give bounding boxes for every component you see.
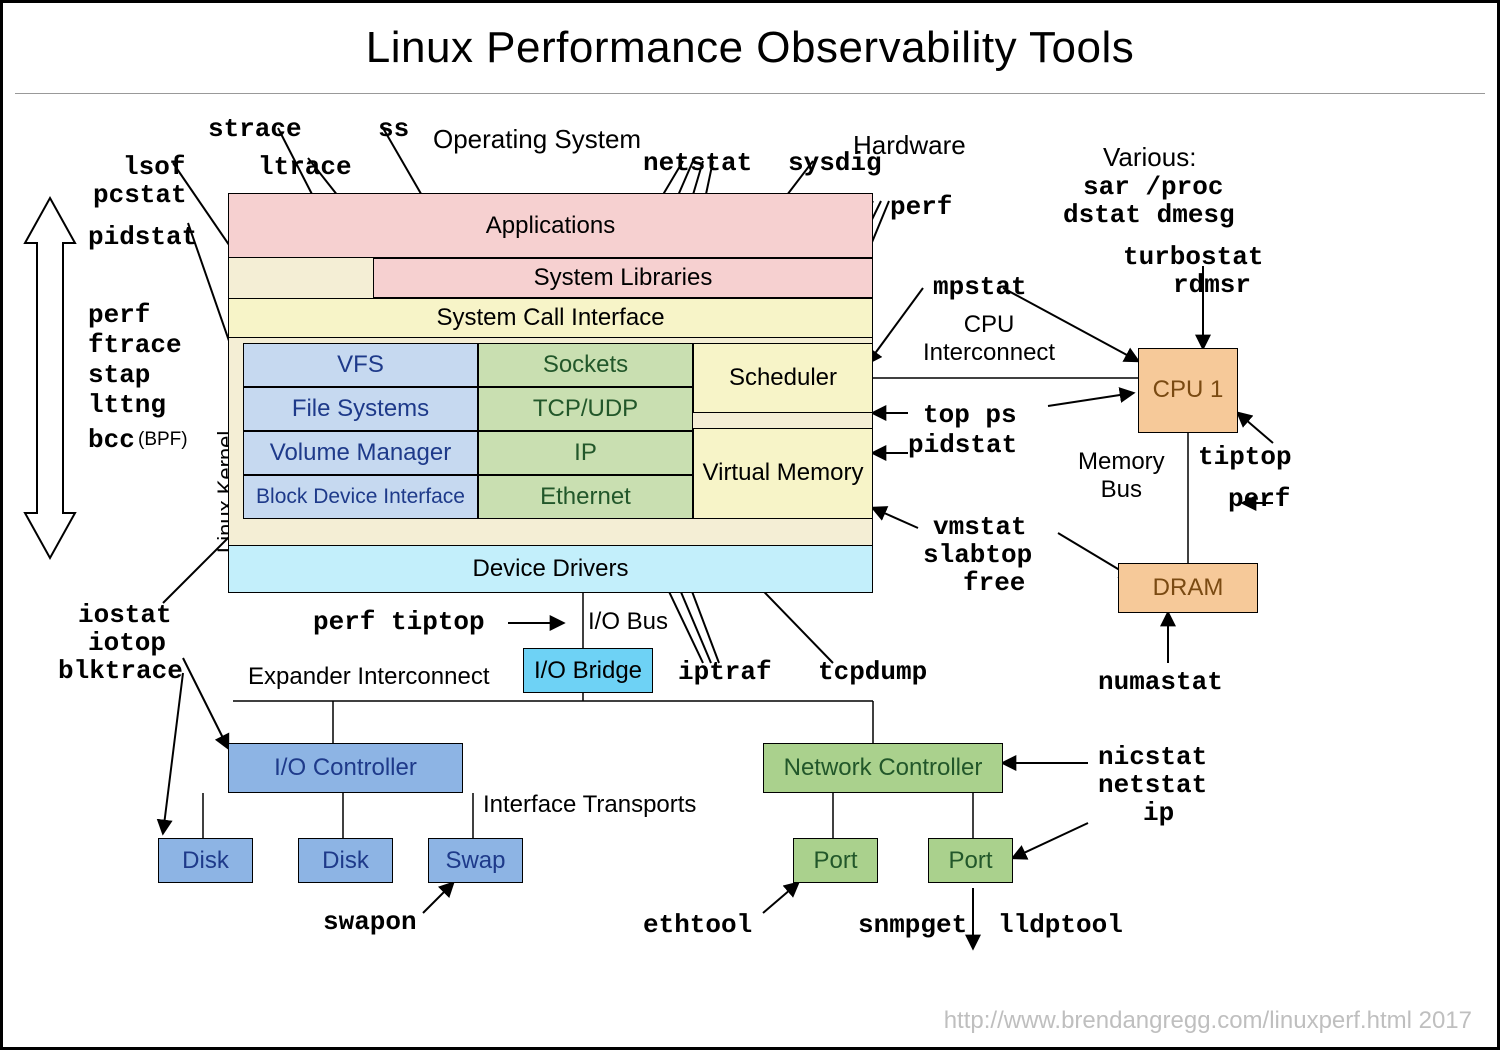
text-device-drivers: Device Drivers: [472, 555, 628, 583]
label-various: Various:: [1103, 143, 1196, 173]
tool-nicstat: nicstat: [1098, 743, 1207, 773]
text-disk-2: Disk: [322, 847, 369, 875]
text-sci: System Call Interface: [436, 304, 664, 332]
text-block-device: Block Device Interface: [256, 485, 465, 509]
box-port-1: Port: [793, 838, 878, 883]
box-network-controller: Network Controller: [763, 743, 1003, 793]
label-cpu-interconnect: CPU Interconnect: [923, 311, 1055, 366]
tool-bpf: (BPF): [138, 429, 188, 451]
text-system-libraries: System Libraries: [534, 264, 713, 292]
text-port-1: Port: [813, 847, 857, 875]
label-io-bus: I/O Bus: [588, 608, 668, 636]
text-io-controller: I/O Controller: [274, 754, 417, 782]
tool-slabtop: slabtop: [923, 541, 1032, 571]
box-dram: DRAM: [1118, 563, 1258, 613]
box-vfs: VFS: [243, 343, 478, 387]
text-volume-manager: Volume Manager: [270, 439, 451, 467]
text-network-controller: Network Controller: [784, 754, 983, 782]
tool-mpstat: mpstat: [933, 273, 1027, 303]
tool-netstat-2: netstat: [1098, 771, 1207, 801]
box-io-controller: I/O Controller: [228, 743, 463, 793]
tool-iptraf: iptraf: [678, 658, 772, 688]
text-port-2: Port: [948, 847, 992, 875]
footer-url: http://www.brendangregg.com/linuxperf.ht…: [944, 1007, 1472, 1035]
tool-pidstat: pidstat: [88, 223, 197, 253]
text-cpu: CPU 1: [1153, 377, 1224, 403]
label-expander-interconnect: Expander Interconnect: [248, 663, 490, 691]
text-vfs: VFS: [337, 351, 384, 379]
text-swap: Swap: [445, 847, 505, 875]
text-disk-1: Disk: [182, 847, 229, 875]
text-tcp-udp: TCP/UDP: [533, 395, 638, 423]
page-title: Linux Performance Observability Tools: [3, 23, 1497, 73]
tool-netstat: netstat: [643, 149, 752, 179]
tool-iostat: iostat: [78, 601, 172, 631]
box-disk-1: Disk: [158, 838, 253, 883]
text-file-systems: File Systems: [292, 395, 429, 423]
box-system-libraries: System Libraries: [373, 258, 873, 298]
tool-vmstat: vmstat: [933, 513, 1027, 543]
tool-free: free: [963, 569, 1025, 599]
label-operating-system: Operating System: [433, 125, 641, 155]
box-applications: Applications: [228, 193, 873, 258]
tool-lldptool: lldptool: [998, 911, 1123, 941]
text-virtual-memory: Virtual Memory: [703, 460, 864, 486]
tool-tiptop: tiptop: [1198, 443, 1292, 473]
label-memory-bus: Memory Bus: [1078, 448, 1165, 503]
tool-tcpdump: tcpdump: [818, 658, 927, 688]
box-scheduler: Scheduler: [693, 343, 873, 413]
box-sockets: Sockets: [478, 343, 693, 387]
tool-perf: perf: [890, 193, 952, 223]
text-applications: Applications: [486, 212, 615, 240]
box-swap: Swap: [428, 838, 523, 883]
tool-ethtool: ethtool: [643, 911, 752, 941]
tool-bcc: bcc: [88, 426, 135, 456]
box-volume-manager: Volume Manager: [243, 431, 478, 475]
box-cpu: CPU 1: [1138, 348, 1238, 433]
tool-pcstat: pcstat: [93, 181, 187, 211]
tool-lsof: lsof: [123, 153, 185, 183]
text-io-bridge: I/O Bridge: [534, 657, 642, 685]
text-dram: DRAM: [1153, 574, 1224, 602]
tool-perf-2: perf: [1228, 485, 1290, 515]
box-sci: System Call Interface: [228, 298, 873, 338]
box-ethernet: Ethernet: [478, 475, 693, 519]
box-device-drivers: Device Drivers: [228, 545, 873, 593]
box-disk-2: Disk: [298, 838, 393, 883]
tool-iotop: iotop: [88, 629, 166, 659]
tool-perf-ftrace-stap-lttng: perf ftrace stap lttng: [88, 301, 182, 421]
title-rule: [15, 93, 1485, 94]
tool-blktrace: blktrace: [58, 657, 183, 687]
tool-top-ps: top ps: [923, 401, 1017, 431]
tool-ltrace: ltrace: [258, 153, 352, 183]
tool-pidstat-2: pidstat: [908, 431, 1017, 461]
box-block-device: Block Device Interface: [243, 475, 478, 519]
box-virtual-memory: Virtual Memory: [693, 428, 873, 519]
tool-ip: ip: [1143, 799, 1174, 829]
text-scheduler: Scheduler: [729, 364, 837, 392]
tool-snmpget: snmpget: [858, 911, 967, 941]
text-sockets: Sockets: [543, 351, 628, 379]
tool-sysdig: sysdig: [788, 149, 882, 179]
tool-sar-proc: sar /proc: [1083, 173, 1223, 203]
text-ip: IP: [574, 439, 597, 467]
text-ethernet: Ethernet: [540, 483, 631, 511]
tool-ss: ss: [378, 115, 409, 145]
box-tcp-udp: TCP/UDP: [478, 387, 693, 431]
box-port-2: Port: [928, 838, 1013, 883]
box-io-bridge: I/O Bridge: [523, 648, 653, 693]
tool-turbostat: turbostat: [1123, 243, 1263, 273]
tool-rdmsr: rdmsr: [1173, 271, 1251, 301]
tool-dstat-dmesg: dstat dmesg: [1063, 201, 1235, 231]
tool-numastat: numastat: [1098, 668, 1223, 698]
box-ip: IP: [478, 431, 693, 475]
tool-perf-tiptop: perf tiptop: [313, 608, 485, 638]
box-file-systems: File Systems: [243, 387, 478, 431]
tool-swapon: swapon: [323, 908, 417, 938]
label-interface-transports: Interface Transports: [483, 791, 696, 819]
tool-strace: strace: [208, 115, 302, 145]
